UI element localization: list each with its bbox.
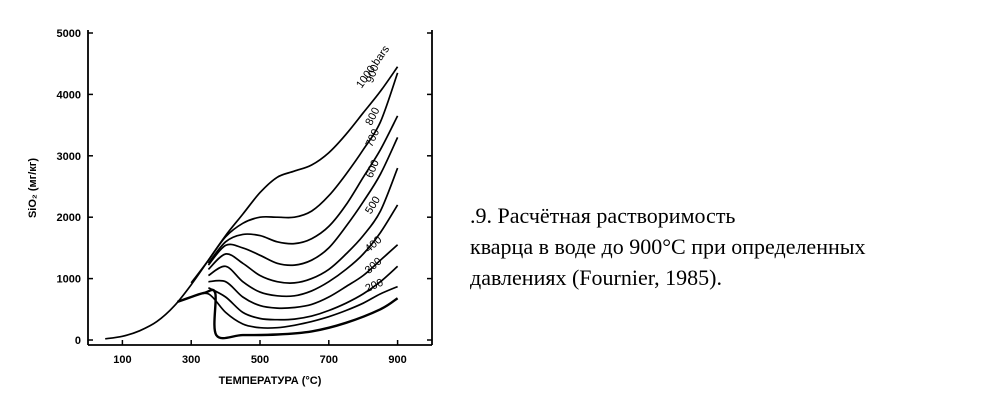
x-tick-label: 500 xyxy=(251,354,269,366)
x-tick-label: 900 xyxy=(388,354,406,366)
y-tick-label: 4000 xyxy=(57,89,81,101)
y-tick-label: 0 xyxy=(75,335,81,347)
series-line xyxy=(207,204,399,298)
caption-line-1: .9. Расчётная растворимость xyxy=(470,203,736,228)
series-line xyxy=(105,66,399,340)
series-line xyxy=(207,137,399,267)
series-line xyxy=(208,244,399,310)
caption-line-3: давлениях (Fournier, 1985). xyxy=(470,265,723,290)
plot-frame xyxy=(87,30,433,346)
series-line xyxy=(207,115,399,264)
x-tick-label: 700 xyxy=(320,354,338,366)
x-axis-title: ТЕМПЕРАТУРА (°C) xyxy=(219,375,322,387)
y-axis-title: SiO₂ (мг/кг) xyxy=(27,158,39,218)
y-tick-label: 5000 xyxy=(57,28,81,40)
series-label: 900 xyxy=(364,63,381,84)
y-tick-label: 2000 xyxy=(57,212,81,224)
caption-line-2: кварца в воде до 900°C при определенных xyxy=(470,234,866,259)
y-tick-label: 1000 xyxy=(57,274,81,286)
figure-caption: .9. Расчётная растворимость кварца в вод… xyxy=(470,200,990,293)
series-line xyxy=(190,72,399,284)
series-label: 700 xyxy=(364,127,383,149)
series-line xyxy=(177,288,399,340)
x-tick-label: 300 xyxy=(182,354,200,366)
series-line xyxy=(190,285,398,329)
series-line xyxy=(208,265,399,321)
y-tick-label: 3000 xyxy=(57,151,81,163)
x-tick-label: 100 xyxy=(113,354,131,366)
series-line xyxy=(207,167,399,284)
